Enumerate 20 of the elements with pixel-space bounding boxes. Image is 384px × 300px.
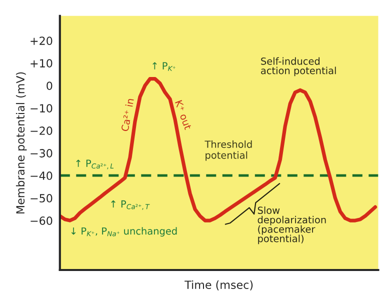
annotation: ↑ P$_{K⁺}$ [152,62,176,71]
x-axis-title: Time (msec) [184,280,253,290]
y-tick-label: +10 [30,59,52,68]
annotation: Self-induced action potential [261,57,336,76]
y-tick-label: −20 [30,126,52,135]
y-axis-title: Membrane potential (mV) [16,72,27,214]
y-tick-label: −10 [30,104,52,112]
y-tick-label: +20 [30,36,52,46]
y-tick-label: −30 [30,149,52,158]
y-tick-label: −60 [30,216,52,225]
annotation: Ca²⁺ in [120,98,134,132]
annotation: ↑ P$_{Ca²⁺,L}$ [76,160,114,170]
annotation: Slow depolarization (pacemaker potential) [258,206,326,244]
y-tick-label: −40 [30,172,52,180]
annotation: K⁺ out [174,100,192,130]
ref-line-label: Threshold potential [204,140,252,161]
y-tick-label: 0 [46,82,52,90]
y-tick-label: −50 [30,194,52,202]
annotation: ↑ P$_{Ca²⁺,T}$ [111,200,150,210]
annotation: ↓ P$_{K⁺}$, P$_{Na⁺}$ unchanged [71,227,177,237]
